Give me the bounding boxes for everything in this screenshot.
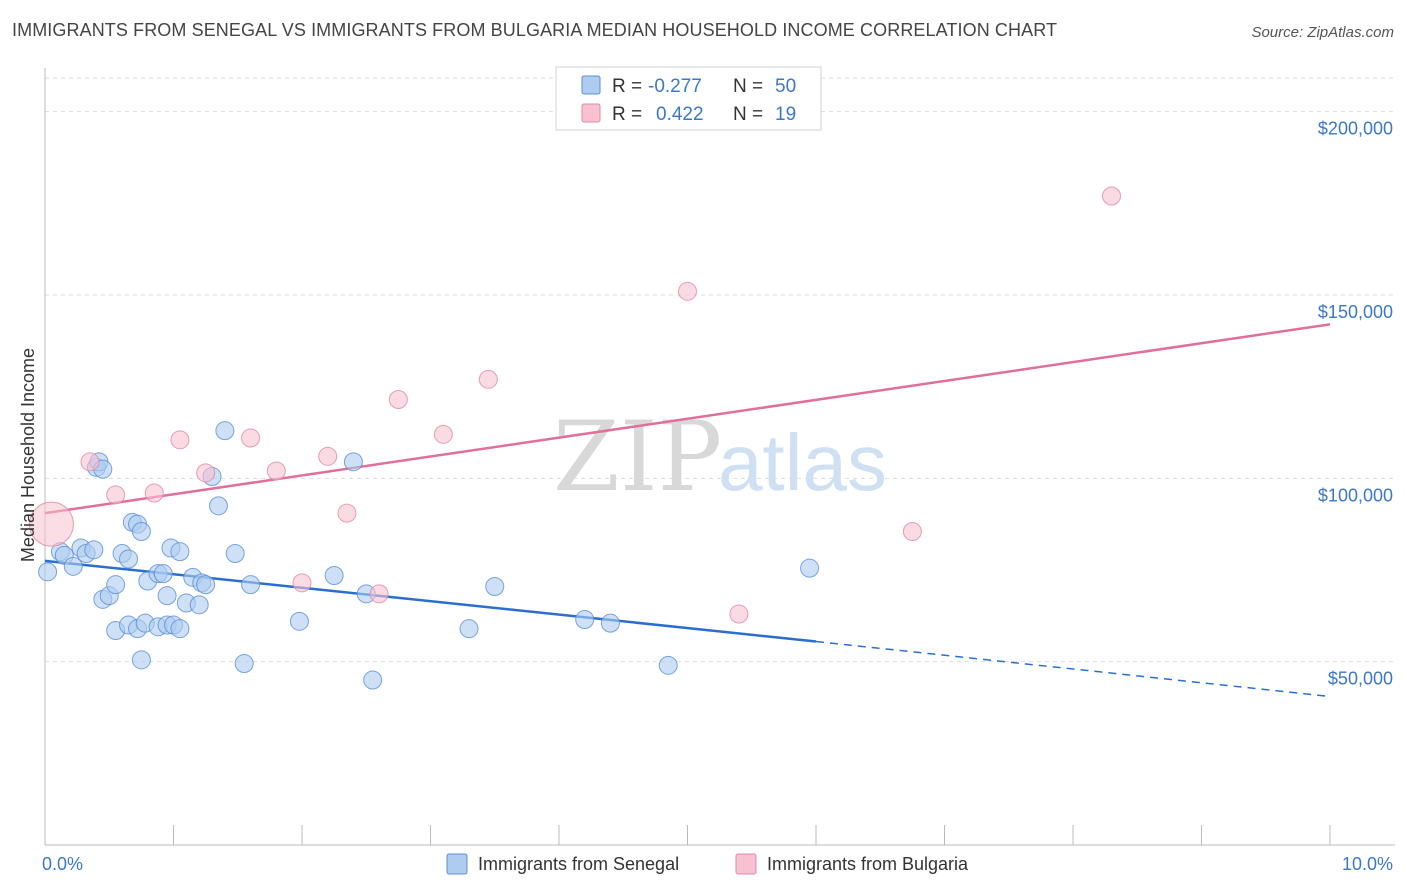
bottom-legend-swatch-bulgaria (735, 853, 757, 875)
data-point-bulgaria (1102, 186, 1122, 206)
legend-n-value-senegal: 50 (775, 76, 796, 97)
data-point-senegal (189, 595, 209, 615)
data-point-bulgaria (902, 522, 922, 541)
trend-layer (44, 323, 1331, 698)
source-label: Source: ZipAtlas.com (1251, 24, 1394, 41)
data-point-bulgaria (196, 463, 216, 483)
data-point-bulgaria (369, 584, 389, 604)
data-point-senegal (131, 522, 151, 541)
data-point-senegal (63, 556, 83, 576)
data-point-senegal (343, 452, 363, 472)
data-point-senegal (170, 542, 190, 562)
data-point-bulgaria (388, 390, 408, 409)
watermark-atlas: atlas (718, 418, 887, 507)
axis-layer: $50,000 $100,000 $150,000 $200,000 0.0% 10.0% (42, 68, 1395, 874)
data-point-bulgaria (292, 573, 312, 593)
trend-line-senegal (44, 559, 817, 643)
data-point-senegal (131, 650, 151, 670)
data-point-bulgaria (433, 424, 453, 444)
legend-swatch-senegal (581, 75, 601, 95)
y-tick-label: $50,000 (1328, 669, 1393, 689)
data-point-senegal (363, 670, 383, 690)
data-point-senegal (459, 619, 479, 639)
data-point-bulgaria (337, 503, 357, 523)
data-point-bulgaria (80, 452, 100, 472)
bottom-legend-swatch-senegal (446, 853, 468, 875)
trend-line-senegal-extrapolated (815, 640, 1331, 698)
data-point-senegal (575, 610, 595, 629)
data-point-bulgaria (318, 446, 338, 466)
data-point-senegal (225, 544, 245, 563)
series-legend: Immigrants from Senegal Immigrants from … (446, 853, 969, 875)
data-point-bulgaria (266, 461, 286, 481)
bottom-legend-label-bulgaria: Immigrants from Bulgaria (767, 854, 969, 874)
legend-r-value-bulgaria: 0.422 (656, 104, 704, 125)
data-point-senegal (157, 586, 177, 606)
data-point-bulgaria (241, 428, 261, 448)
data-point-senegal (84, 540, 104, 560)
data-point-senegal (324, 566, 344, 585)
x-tick-label: 10.0% (1342, 854, 1393, 874)
y-tick-label: $100,000 (1318, 485, 1393, 505)
data-point-senegal (196, 575, 216, 595)
stats-legend: R = -0.277 N = 50 R = 0.422 N = 19 (555, 66, 822, 131)
y-tick-label: $150,000 (1318, 302, 1393, 322)
chart-title: IMMIGRANTS FROM SENEGAL VS IMMIGRANTS FR… (12, 20, 1058, 40)
grid-layer (45, 77, 1395, 663)
data-point-bulgaria (478, 369, 498, 389)
legend-r-label-senegal: R = (612, 76, 642, 97)
data-point-senegal (234, 654, 254, 673)
legend-n-value-bulgaria: 19 (775, 104, 796, 125)
data-point-senegal (485, 577, 505, 596)
data-point-senegal (658, 655, 678, 675)
data-point-senegal (208, 496, 228, 516)
trend-line-bulgaria (44, 323, 1331, 515)
data-point-senegal (170, 619, 190, 639)
y-tick-label: $200,000 (1318, 119, 1393, 139)
watermark-zip: ZIP (553, 401, 722, 513)
data-point-bulgaria (28, 501, 74, 547)
data-point-bulgaria (678, 281, 697, 301)
data-point-senegal (119, 549, 139, 569)
x-tick-label: 0.0% (42, 854, 83, 874)
data-point-bulgaria (144, 483, 164, 503)
legend-swatch-bulgaria (581, 103, 601, 123)
data-point-bulgaria (170, 430, 190, 450)
point-layer (28, 186, 1122, 690)
legend-n-label-bulgaria: N = (733, 104, 763, 125)
data-point-senegal (153, 564, 173, 584)
data-point-bulgaria (106, 485, 126, 505)
data-point-bulgaria (729, 604, 749, 624)
legend-r-label-bulgaria: R = (612, 104, 642, 125)
data-point-senegal (106, 575, 126, 595)
legend-n-label-senegal: N = (733, 76, 763, 97)
data-point-senegal (215, 421, 235, 441)
watermark: ZIP atlas (553, 401, 887, 513)
data-point-senegal (38, 562, 58, 582)
data-point-senegal (600, 613, 620, 633)
bottom-legend-label-senegal: Immigrants from Senegal (478, 854, 679, 874)
legend-r-value-senegal: -0.277 (648, 76, 702, 97)
data-point-senegal (241, 575, 261, 595)
data-point-senegal (289, 611, 309, 631)
y-axis-title: Median Household Income (18, 348, 38, 562)
data-point-senegal (800, 558, 820, 578)
